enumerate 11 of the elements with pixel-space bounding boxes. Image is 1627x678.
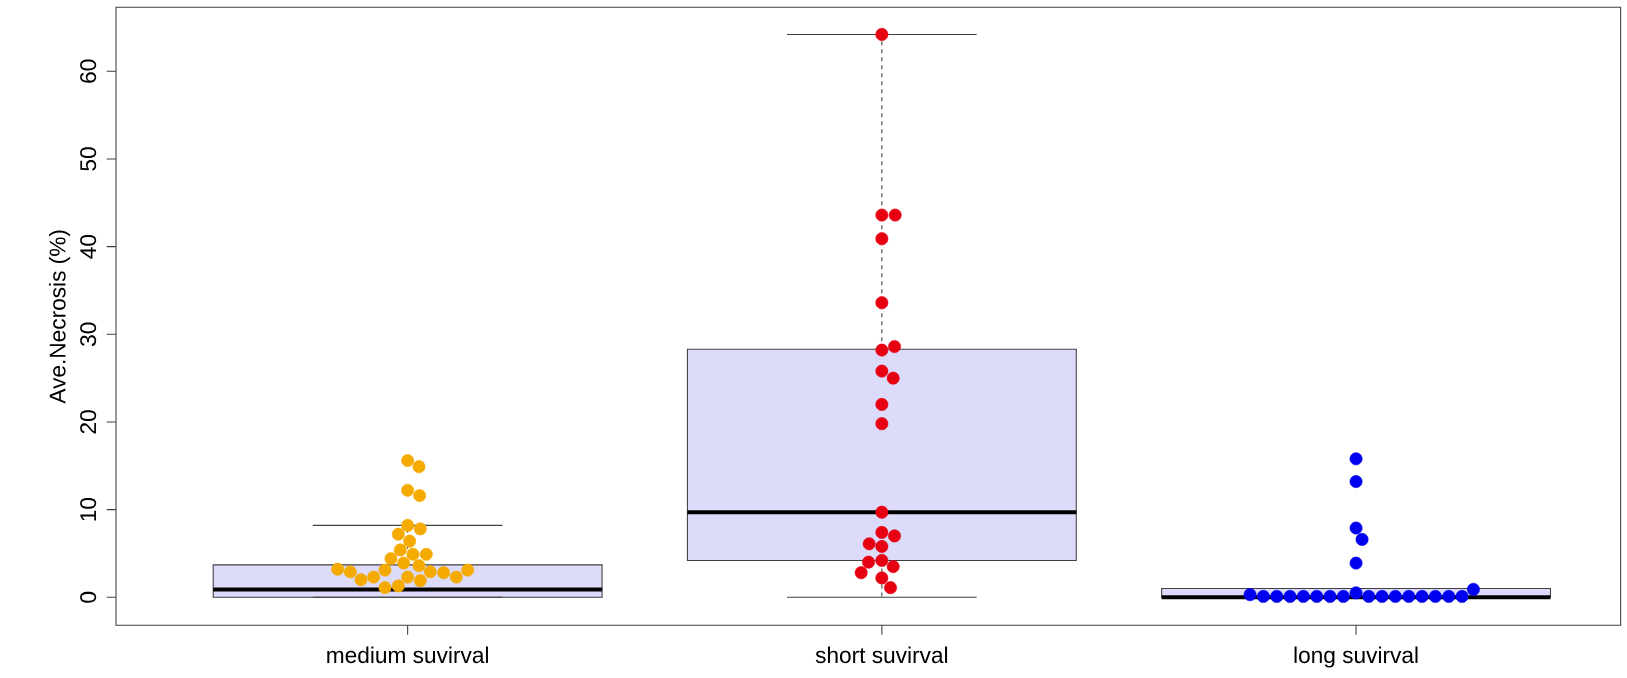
y-tick-label: 40	[80, 234, 97, 259]
y-tick-label: 30	[80, 322, 97, 347]
x-tick-label: short suvirval	[815, 646, 948, 664]
y-axis-title: Ave.Necrosis (%)	[48, 230, 71, 404]
x-tick-label: medium suvirval	[327, 646, 488, 664]
x-tick-label: long suvirval	[1294, 646, 1418, 668]
y-tick-label: 50	[80, 147, 97, 171]
y-tick-label: 20	[80, 410, 97, 434]
y-tick-label: 0	[80, 591, 97, 603]
y-tick-label: 10	[80, 497, 97, 521]
y-tick-label: 60	[80, 59, 97, 83]
